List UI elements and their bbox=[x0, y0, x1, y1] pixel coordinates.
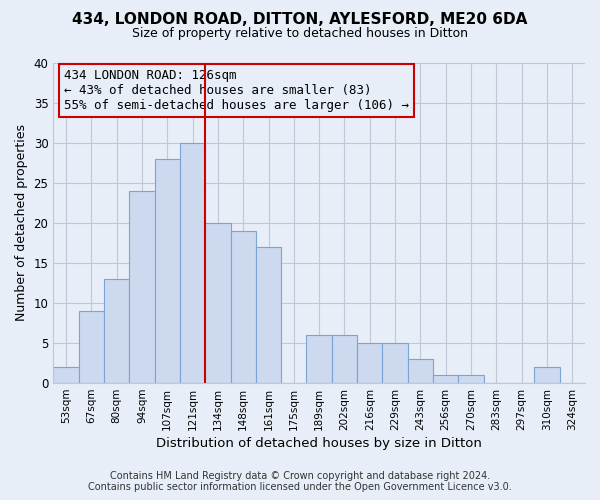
Text: Contains HM Land Registry data © Crown copyright and database right 2024.
Contai: Contains HM Land Registry data © Crown c… bbox=[88, 471, 512, 492]
Bar bbox=[357, 343, 382, 383]
Bar bbox=[129, 190, 155, 383]
Bar bbox=[307, 335, 332, 383]
Text: 434, LONDON ROAD, DITTON, AYLESFORD, ME20 6DA: 434, LONDON ROAD, DITTON, AYLESFORD, ME2… bbox=[73, 12, 527, 28]
Bar bbox=[408, 359, 433, 383]
Bar bbox=[205, 223, 230, 383]
Bar bbox=[180, 142, 205, 383]
Bar bbox=[53, 367, 79, 383]
Bar bbox=[535, 367, 560, 383]
Bar bbox=[230, 231, 256, 383]
Y-axis label: Number of detached properties: Number of detached properties bbox=[15, 124, 28, 322]
X-axis label: Distribution of detached houses by size in Ditton: Distribution of detached houses by size … bbox=[156, 437, 482, 450]
Bar bbox=[458, 375, 484, 383]
Bar bbox=[256, 247, 281, 383]
Bar bbox=[104, 279, 129, 383]
Bar bbox=[155, 158, 180, 383]
Text: 434 LONDON ROAD: 126sqm
← 43% of detached houses are smaller (83)
55% of semi-de: 434 LONDON ROAD: 126sqm ← 43% of detache… bbox=[64, 69, 409, 112]
Bar bbox=[382, 343, 408, 383]
Bar bbox=[433, 375, 458, 383]
Bar bbox=[79, 311, 104, 383]
Text: Size of property relative to detached houses in Ditton: Size of property relative to detached ho… bbox=[132, 28, 468, 40]
Bar bbox=[332, 335, 357, 383]
